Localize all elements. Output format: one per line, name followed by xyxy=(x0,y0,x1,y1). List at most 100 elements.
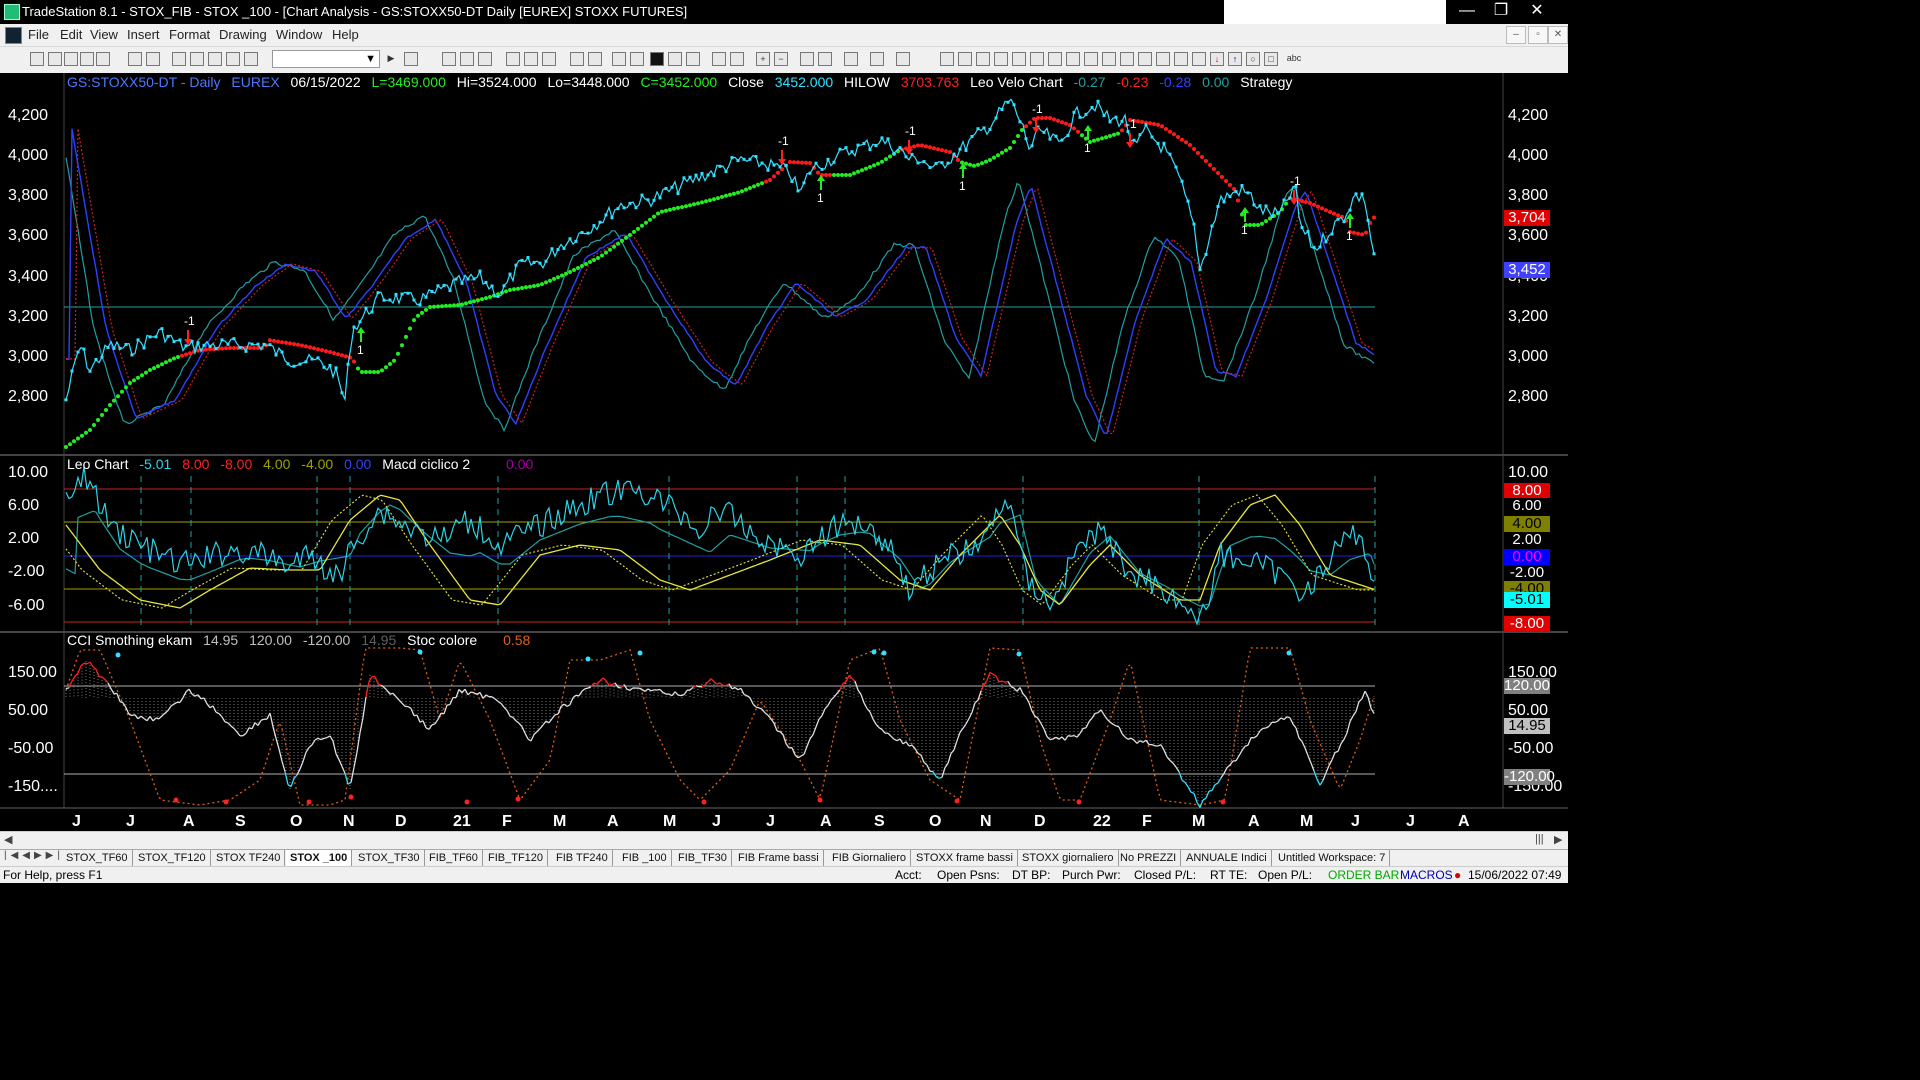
lock-icon[interactable] xyxy=(208,52,222,66)
scan-icon[interactable] xyxy=(630,52,644,66)
close-button[interactable]: ✕ xyxy=(1530,2,1544,19)
horizontal-line-icon[interactable] xyxy=(958,52,972,66)
zoom-symbol-icon[interactable] xyxy=(404,52,418,66)
menu-file[interactable]: File xyxy=(28,27,49,42)
workspace-tab[interactable]: FIB Giornaliero xyxy=(828,850,911,866)
chart-area[interactable] xyxy=(0,73,1568,831)
doc-minimize-button[interactable]: – xyxy=(1506,26,1526,44)
time-zones-icon[interactable] xyxy=(1120,52,1134,66)
workspace-tab[interactable]: FIB Frame bassi xyxy=(734,850,824,866)
print-icon[interactable] xyxy=(146,52,160,66)
ellipse-icon[interactable]: ○ xyxy=(1246,52,1260,66)
regression-icon[interactable] xyxy=(1102,52,1116,66)
chart-type-icon[interactable] xyxy=(478,52,492,66)
alert-icon[interactable] xyxy=(896,52,910,66)
data-window-icon[interactable] xyxy=(612,52,626,66)
tools-icon[interactable] xyxy=(226,52,240,66)
minimize-button[interactable]: — xyxy=(1459,2,1475,19)
menu-drawing[interactable]: Drawing xyxy=(219,27,267,42)
scroll-thumb-icon[interactable]: ||| xyxy=(1535,833,1544,845)
workspace-tab[interactable]: FIB_TF30 xyxy=(674,850,732,866)
workspace-tab[interactable]: FIB TF240 xyxy=(552,850,613,866)
workspace-tab[interactable]: Untitled Workspace: 7 xyxy=(1274,850,1391,866)
menu-window[interactable]: Window xyxy=(276,27,323,42)
rectangle-icon[interactable]: □ xyxy=(1264,52,1278,66)
workspace-tab[interactable]: No PREZZI xyxy=(1116,850,1182,866)
macros-button[interactable]: MACROS xyxy=(1400,868,1453,882)
insert-study-icon[interactable] xyxy=(542,52,556,66)
insert-strategy-icon[interactable] xyxy=(524,52,538,66)
menu-help[interactable]: Help xyxy=(332,27,359,42)
cycle-lines-icon[interactable] xyxy=(1138,52,1152,66)
order-bar-button[interactable]: ORDER BAR xyxy=(1328,868,1400,882)
fib-fan-icon[interactable] xyxy=(1084,52,1098,66)
format-icon[interactable] xyxy=(570,52,584,66)
workspace-tab[interactable]: STOX_TF60 xyxy=(62,850,133,866)
refresh-icon[interactable] xyxy=(588,52,602,66)
crosshair-icon[interactable] xyxy=(818,52,832,66)
symbol-select[interactable]: ▼ xyxy=(272,50,380,68)
scroll-right-icon[interactable]: ▶ xyxy=(1554,834,1563,846)
menu-view[interactable]: View xyxy=(90,27,118,42)
line-tool-icon[interactable] xyxy=(1192,52,1206,66)
line-chart-icon[interactable] xyxy=(686,52,700,66)
zoom-in-icon[interactable]: + xyxy=(756,52,770,66)
bar-chart-icon[interactable] xyxy=(650,52,664,66)
workspace-tab[interactable]: STOX TF240 xyxy=(212,850,286,866)
camera-icon[interactable] xyxy=(244,52,258,66)
candle-icon[interactable] xyxy=(668,52,682,66)
doc-restore-button[interactable]: ▫ xyxy=(1528,26,1548,44)
tab-nav-icons[interactable]: |◀◀▶▶| xyxy=(4,850,64,861)
scroll-left-icon[interactable]: ◀ xyxy=(4,834,13,846)
open-icon[interactable] xyxy=(48,52,62,66)
menu-edit[interactable]: Edit xyxy=(60,27,83,42)
workspace-tab[interactable]: FIB_TF60 xyxy=(425,850,483,866)
speed-line-icon[interactable] xyxy=(1030,52,1044,66)
document-icon[interactable] xyxy=(5,27,22,44)
text-tool-icon[interactable]: abc xyxy=(1286,53,1302,63)
workspace-tab[interactable]: STOX_TF120 xyxy=(134,850,211,866)
chart-svg[interactable]: -1 1 -1 1 -1 1 -1 1 -1 1 -1 1 xyxy=(0,73,1568,831)
workspace-tab[interactable]: STOX _100 xyxy=(286,850,353,866)
cci-segment xyxy=(1319,780,1324,786)
workspace-tab[interactable]: FIB_TF120 xyxy=(484,850,549,866)
workspace-icon[interactable] xyxy=(190,52,204,66)
zoom-out-icon[interactable]: − xyxy=(774,52,788,66)
down-arrow-icon[interactable]: ↓ xyxy=(1210,52,1224,66)
go-arrow-icon[interactable]: ▶ xyxy=(387,53,395,63)
workspace-tab[interactable]: STOXX frame bassi xyxy=(912,850,1018,866)
print-preview-icon[interactable] xyxy=(128,52,142,66)
menu-insert[interactable]: Insert xyxy=(127,27,160,42)
bar-spacing-in-icon[interactable] xyxy=(730,52,744,66)
window-icon[interactable] xyxy=(172,52,186,66)
vertical-line-icon[interactable] xyxy=(976,52,990,66)
cci-segment xyxy=(359,717,364,733)
trade-bar-icon[interactable] xyxy=(870,52,884,66)
chart-icon[interactable] xyxy=(442,52,456,66)
chart-style-icon[interactable] xyxy=(460,52,474,66)
pointer-icon[interactable] xyxy=(800,52,814,66)
menu-format[interactable]: Format xyxy=(169,27,211,42)
gann-fan-icon[interactable] xyxy=(1066,52,1080,66)
andrews-pitchfork-icon[interactable] xyxy=(1048,52,1062,66)
workspace-tab[interactable]: FIB _100 xyxy=(618,850,672,866)
insert-indicator-icon[interactable] xyxy=(506,52,520,66)
doc-close-button[interactable]: ✕ xyxy=(1548,26,1568,44)
up-arrow-icon[interactable]: ↑ xyxy=(1228,52,1242,66)
restore-button[interactable]: ❐ xyxy=(1493,2,1509,19)
workspace-tab[interactable]: ANNUALE Indici xyxy=(1182,850,1272,866)
bar-spacing-out-icon[interactable] xyxy=(712,52,726,66)
save-all-icon[interactable] xyxy=(96,52,110,66)
new-icon[interactable] xyxy=(30,52,44,66)
pencil-icon[interactable] xyxy=(1174,52,1188,66)
fib-retracement-icon[interactable] xyxy=(994,52,1008,66)
trendline-icon[interactable] xyxy=(940,52,954,66)
horizontal-scrollbar[interactable]: ◀ ||| ▶ xyxy=(0,831,1568,850)
save-icon[interactable] xyxy=(80,52,94,66)
workspace-tab[interactable]: STOXX giornaliero xyxy=(1018,850,1119,866)
hammer-icon[interactable] xyxy=(844,52,858,66)
workspace-tab[interactable]: STOX_TF30 xyxy=(354,850,425,866)
open-folder-icon[interactable] xyxy=(64,52,78,66)
channel-icon[interactable] xyxy=(1012,52,1026,66)
arc-icon[interactable] xyxy=(1156,52,1170,66)
